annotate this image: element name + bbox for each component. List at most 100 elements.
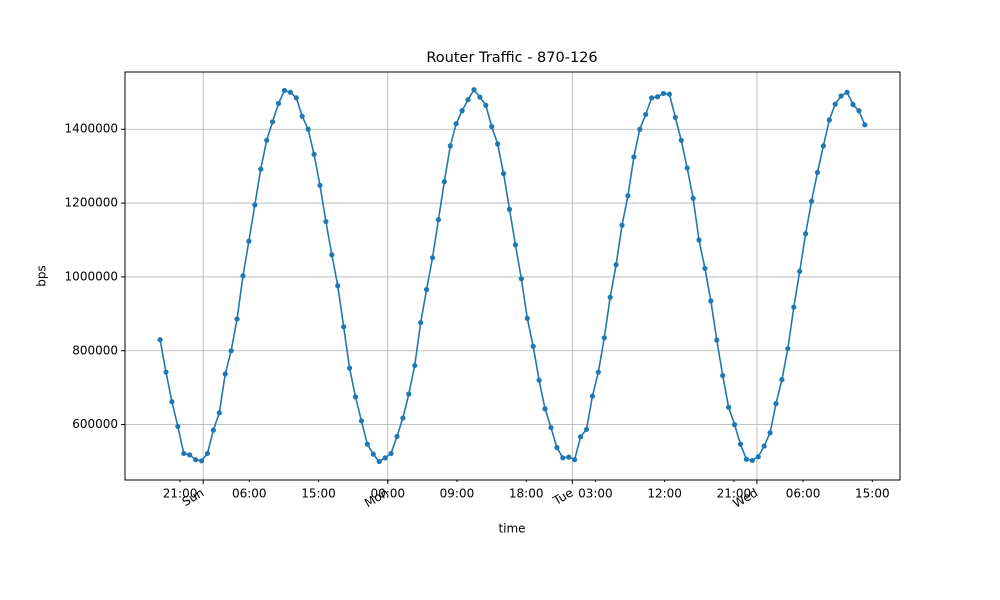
- point: [222, 371, 228, 377]
- point: [198, 458, 205, 464]
- point: [293, 95, 299, 101]
- x-minor-tick-label: 18:00: [509, 487, 544, 501]
- point: [554, 444, 560, 451]
- point: [210, 427, 216, 433]
- point: [696, 237, 702, 243]
- point: [163, 369, 169, 375]
- point: [761, 443, 767, 449]
- point: [607, 294, 613, 300]
- x-minor-tick-label: 21:00: [717, 487, 752, 501]
- point: [654, 94, 661, 100]
- point: [435, 217, 442, 223]
- point: [358, 418, 365, 424]
- point: [577, 434, 584, 440]
- y-tick-label: 1200000: [65, 196, 118, 210]
- point: [364, 441, 370, 447]
- point: [749, 457, 755, 464]
- point: [317, 182, 323, 188]
- point: [548, 424, 554, 431]
- x-minor-tick-label: 06:00: [786, 487, 821, 501]
- point: [583, 426, 590, 433]
- point: [234, 316, 240, 322]
- point: [595, 369, 601, 375]
- point: [471, 87, 477, 93]
- point: [714, 337, 720, 343]
- x-minor-tick-label: 06:00: [232, 487, 267, 501]
- point: [601, 335, 607, 341]
- point: [589, 393, 596, 399]
- x-axis-label: time: [498, 522, 525, 536]
- point: [649, 95, 655, 101]
- point: [447, 143, 453, 149]
- point: [465, 97, 471, 103]
- point: [299, 113, 305, 119]
- y-axis-label: bps: [35, 265, 49, 287]
- point: [412, 362, 418, 369]
- point: [726, 404, 732, 410]
- point: [702, 265, 708, 272]
- point: [536, 377, 542, 383]
- line: [159, 88, 866, 463]
- point: [228, 348, 234, 354]
- point: [477, 94, 483, 100]
- point: [631, 154, 637, 160]
- point: [418, 320, 424, 326]
- point: [755, 454, 761, 460]
- point: [181, 450, 187, 457]
- point: [625, 193, 631, 199]
- point: [862, 122, 868, 128]
- point: [542, 406, 548, 412]
- point: [690, 195, 696, 201]
- point: [216, 410, 222, 416]
- point: [459, 108, 465, 114]
- point: [743, 456, 749, 462]
- point: [495, 141, 501, 147]
- point: [512, 242, 519, 248]
- x-minor-tick-label: 12:00: [647, 487, 682, 501]
- point: [483, 102, 489, 108]
- point: [518, 276, 524, 282]
- point: [252, 202, 258, 208]
- x-minor-tick-label: 21:00: [163, 487, 198, 501]
- y-tick-label: 800000: [72, 343, 118, 357]
- point: [287, 89, 293, 95]
- point: [643, 111, 649, 118]
- chart-title: Router Traffic - 870-126: [426, 50, 597, 66]
- point: [423, 286, 430, 293]
- point: [258, 166, 264, 172]
- y-tick-label: 1400000: [65, 122, 118, 136]
- x-minor-tick-label: 03:00: [578, 487, 613, 501]
- point: [388, 450, 394, 457]
- point: [382, 455, 388, 461]
- point: [506, 206, 513, 212]
- point: [785, 345, 791, 352]
- point: [187, 452, 193, 458]
- x-tick-label: Tue: [550, 486, 576, 509]
- point: [204, 450, 211, 457]
- point: [240, 273, 246, 279]
- point: [803, 231, 809, 237]
- point: [566, 454, 572, 460]
- point: [429, 255, 436, 261]
- point: [453, 121, 459, 127]
- point: [394, 433, 400, 440]
- point: [560, 455, 566, 461]
- point: [619, 222, 625, 228]
- point: [678, 137, 684, 143]
- point: [797, 268, 803, 274]
- y-tick-label: 1000000: [65, 269, 118, 283]
- point: [352, 394, 359, 400]
- point: [826, 117, 832, 123]
- point: [832, 101, 838, 107]
- point: [157, 337, 163, 343]
- point: [856, 108, 862, 114]
- point: [820, 143, 826, 149]
- point: [779, 376, 785, 383]
- point: [406, 391, 412, 397]
- point: [281, 87, 288, 94]
- point: [838, 93, 844, 99]
- point: [731, 422, 738, 428]
- point: [335, 283, 341, 289]
- point: [305, 126, 311, 132]
